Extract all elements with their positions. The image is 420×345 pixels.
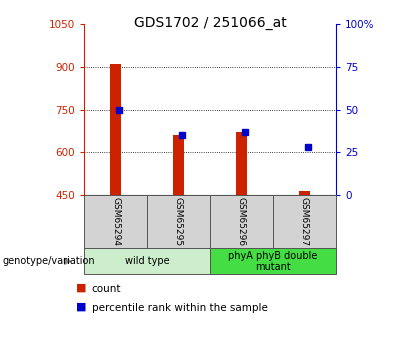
Text: GSM65294: GSM65294 [111,197,120,246]
Text: wild type: wild type [125,256,169,266]
Text: genotype/variation: genotype/variation [2,256,95,266]
Text: percentile rank within the sample: percentile rank within the sample [92,303,268,313]
Text: count: count [92,284,121,294]
Text: GDS1702 / 251066_at: GDS1702 / 251066_at [134,16,286,30]
Bar [236,132,247,195]
Text: ■: ■ [76,302,86,312]
Text: ■: ■ [76,283,86,293]
Bar [110,64,121,195]
Text: GSM65295: GSM65295 [174,197,183,246]
Text: GSM65297: GSM65297 [300,197,309,246]
Bar [173,135,184,195]
Bar [299,191,310,195]
Text: GSM65296: GSM65296 [237,197,246,246]
Text: phyA phyB double
mutant: phyA phyB double mutant [228,250,318,272]
